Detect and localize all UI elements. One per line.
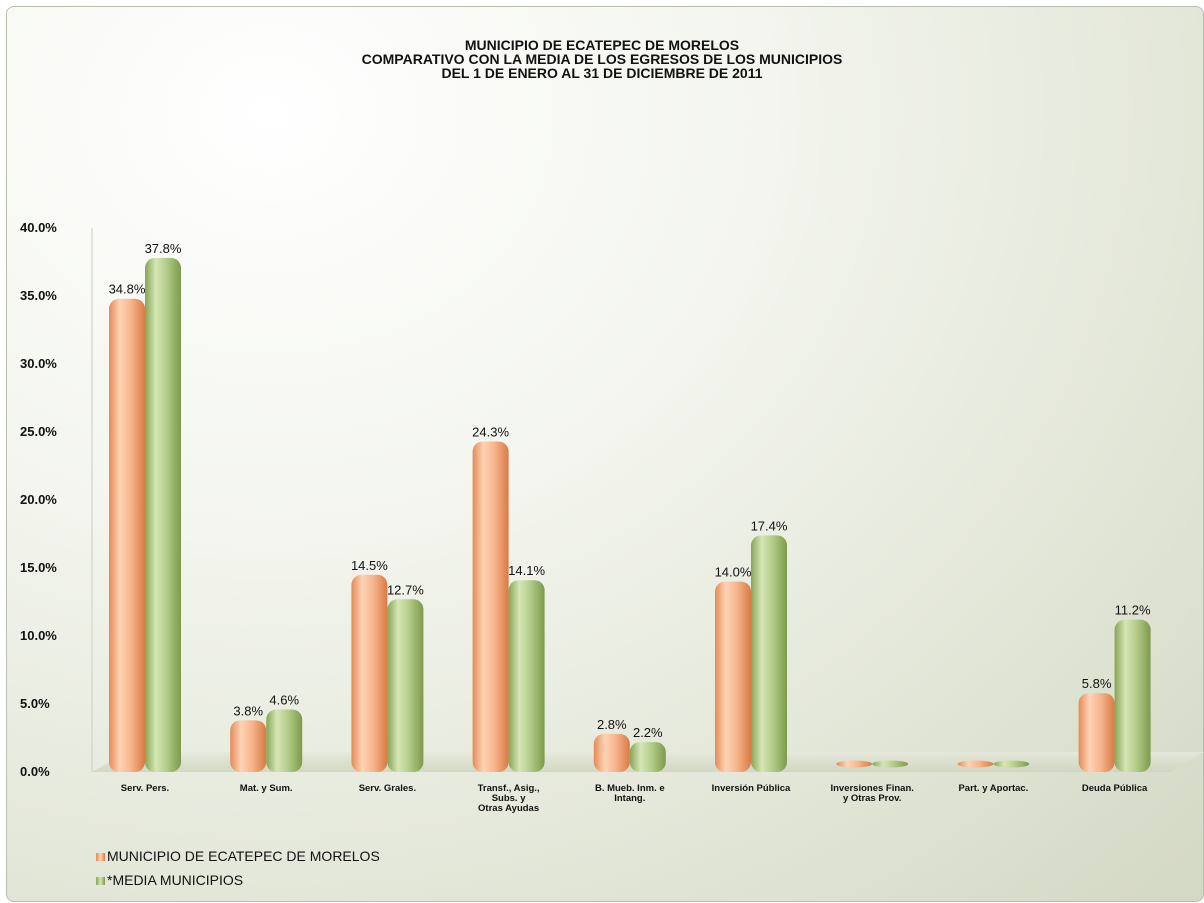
bar-ecatepec-8 xyxy=(1078,693,1115,772)
bar-media-3 xyxy=(508,580,545,772)
bar-media-4 xyxy=(629,742,666,772)
data-label-ecatepec-5: 14.0% xyxy=(715,565,752,580)
y-tick-label: 15.0% xyxy=(20,560,57,575)
x-category-label: Transf., Asig., Subs. y Otras Ayudas xyxy=(477,783,540,814)
data-label-media-2: 12.7% xyxy=(387,582,424,597)
bar-ecatepec-0 xyxy=(109,298,145,772)
y-tick-label: 40.0% xyxy=(20,220,57,235)
y-tick-label: 30.0% xyxy=(20,356,57,371)
legend-label-media: *MEDIA MUNICIPIOS xyxy=(107,872,244,888)
data-label-media-0: 37.8% xyxy=(145,241,182,256)
bar-ecatepec-5 xyxy=(715,581,751,772)
data-label-media-5: 17.4% xyxy=(751,518,788,533)
bar-ecatepec-4 xyxy=(593,733,630,772)
legend-swatch-green xyxy=(96,877,105,886)
bar-media-0 xyxy=(145,257,181,772)
bar-ecatepec-2 xyxy=(351,574,388,772)
legend-label-ecatepec: MUNICIPIO DE ECATEPEC DE MORELOS xyxy=(107,848,380,864)
x-category-label: Serv. Pers. xyxy=(120,783,170,794)
bar-ecatepec-3 xyxy=(472,441,509,772)
bar-media-8 xyxy=(1114,619,1151,772)
chart-title-line-3: DEL 1 DE ENERO AL 31 DE DICIEMBRE DE 201… xyxy=(441,65,763,81)
bar-media-5 xyxy=(751,535,787,772)
x-category-label: Serv. Grales. xyxy=(358,783,417,794)
chart-title-line-1: MUNICIPIO DE ECATEPEC DE MORELOS xyxy=(464,37,740,53)
bar-media-2 xyxy=(387,599,424,772)
x-category-label: Mat. y Sum. xyxy=(239,783,293,794)
data-label-media-4: 2.2% xyxy=(633,725,663,740)
y-tick-label: 0.0% xyxy=(20,764,50,779)
y-tick-label: 25.0% xyxy=(20,424,57,439)
legend-item-media: *MEDIA MUNICIPIOS xyxy=(96,871,243,889)
x-category-label: B. Mueb. Inm. e Intang. xyxy=(594,783,665,804)
data-label-ecatepec-4: 2.8% xyxy=(597,717,627,732)
chart-title-line-2: COMPARATIVO CON LA MEDIA DE LOS EGRESOS … xyxy=(361,51,843,67)
y-tick-label: 20.0% xyxy=(20,492,57,507)
bar-media-7 xyxy=(993,760,1030,768)
y-tick-label: 5.0% xyxy=(20,696,50,711)
legend-item-ecatepec: MUNICIPIO DE ECATEPEC DE MORELOS xyxy=(96,847,380,865)
x-category-label: Inversión Pública xyxy=(711,783,791,794)
data-label-media-1: 4.6% xyxy=(269,692,299,707)
data-label-ecatepec-3: 24.3% xyxy=(472,425,509,440)
bar-media-6 xyxy=(872,760,909,768)
legend-swatch-orange xyxy=(96,853,105,862)
bar-ecatepec-7 xyxy=(957,760,994,768)
data-label-ecatepec-1: 3.8% xyxy=(233,703,263,718)
data-label-ecatepec-8: 5.8% xyxy=(1082,676,1112,691)
y-tick-label: 10.0% xyxy=(20,628,57,643)
data-label-media-8: 11.2% xyxy=(1115,603,1151,618)
x-category-label: Part. y Aportac. xyxy=(958,783,1029,794)
bar-media-1 xyxy=(266,709,303,772)
y-tick-label: 35.0% xyxy=(20,288,57,303)
data-label-ecatepec-0: 34.8% xyxy=(109,282,146,297)
data-label-media-3: 14.1% xyxy=(508,563,545,578)
data-label-ecatepec-2: 14.5% xyxy=(351,558,388,573)
x-category-label: Deuda Pública xyxy=(1081,783,1148,794)
bar-ecatepec-1 xyxy=(230,720,267,772)
x-category-label: Inversiones Finan. y Otras Prov. xyxy=(830,783,914,804)
bar-ecatepec-6 xyxy=(836,760,873,768)
